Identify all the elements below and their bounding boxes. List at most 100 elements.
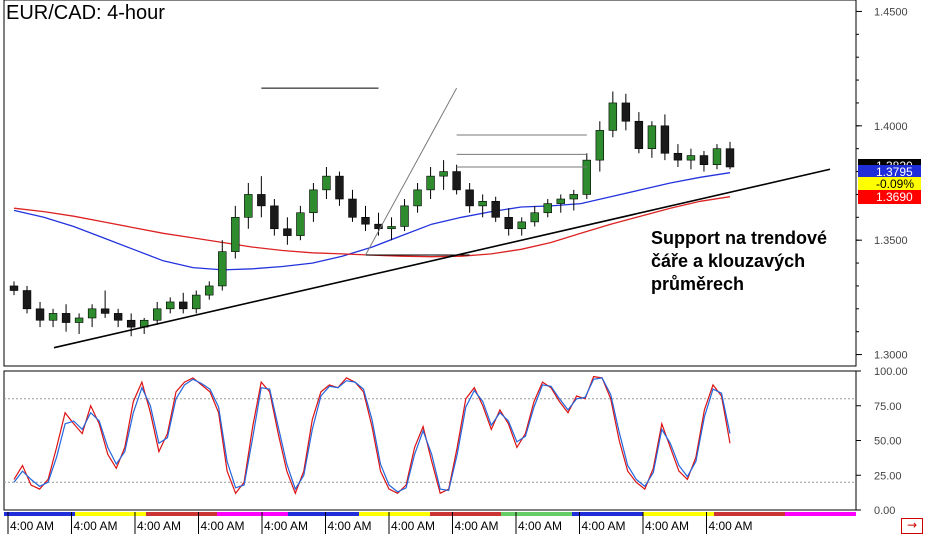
candle-down bbox=[465, 189, 474, 207]
candle-up bbox=[530, 212, 539, 223]
candle-up bbox=[244, 194, 253, 218]
price-label-box bbox=[858, 177, 921, 191]
candle-up bbox=[686, 155, 696, 161]
candle-down bbox=[452, 171, 461, 191]
candle-down bbox=[257, 194, 266, 207]
time-strip-segment bbox=[785, 512, 856, 516]
time-strip-segment bbox=[146, 512, 217, 516]
oscillator-y-tick-label: 100.00 bbox=[874, 366, 908, 378]
time-strip-segment bbox=[217, 512, 288, 516]
price-y-tick-label: 1.3500 bbox=[874, 235, 908, 247]
time-label: 4:00 AM bbox=[455, 519, 499, 533]
candle-down bbox=[35, 308, 45, 321]
oscillator-panel-frame bbox=[3, 370, 857, 511]
stochastic-d-line bbox=[13, 377, 731, 493]
price-label-box bbox=[858, 165, 921, 179]
candle-down bbox=[374, 223, 383, 230]
candle-up bbox=[400, 205, 409, 227]
time-strip-segment bbox=[75, 512, 146, 516]
candle-down bbox=[61, 313, 71, 323]
support-annotation: Support na trendové čáře a klouzavých pr… bbox=[651, 227, 861, 296]
moving-average-blue bbox=[13, 172, 731, 271]
annotation-line-1: Support na trendové bbox=[651, 228, 828, 248]
time-label: 4:00 AM bbox=[137, 519, 181, 533]
stochastic-k-line bbox=[13, 375, 731, 495]
candle-down bbox=[22, 290, 32, 310]
candle-up bbox=[231, 217, 240, 252]
candle-up bbox=[439, 171, 448, 177]
candle-down bbox=[491, 201, 500, 218]
price-label: -0.09% bbox=[876, 177, 914, 191]
time-label: 4:00 AM bbox=[10, 519, 54, 533]
candle-down bbox=[100, 308, 110, 314]
scroll-right-arrow-icon[interactable]: → bbox=[901, 518, 923, 534]
candle-up bbox=[48, 313, 58, 321]
time-label: 4:00 AM bbox=[74, 519, 118, 533]
candle-up bbox=[205, 285, 214, 296]
price-label: 1.3795 bbox=[876, 165, 913, 179]
time-label: 4:00 AM bbox=[201, 519, 245, 533]
candle-up bbox=[608, 102, 618, 131]
candle-up bbox=[166, 301, 175, 310]
price-y-tick-label: 1.3000 bbox=[874, 350, 908, 362]
candle-up bbox=[387, 226, 396, 230]
candle-down bbox=[361, 217, 370, 225]
candle-down bbox=[699, 155, 709, 166]
candle-up bbox=[569, 194, 578, 200]
price-y-tick-label: 1.4000 bbox=[874, 121, 908, 133]
candle-up bbox=[296, 212, 305, 236]
time-strip-segment bbox=[572, 512, 643, 516]
time-label: 4:00 AM bbox=[582, 519, 626, 533]
candle-down bbox=[270, 205, 279, 230]
time-label: 4:00 AM bbox=[645, 519, 689, 533]
candle-up bbox=[712, 148, 722, 166]
price-y-tick-label: 1.4500 bbox=[874, 6, 908, 18]
candle-down bbox=[348, 198, 357, 218]
time-label: 4:00 AM bbox=[264, 519, 308, 533]
price-label: 1.3690 bbox=[876, 190, 913, 204]
time-label: 4:00 AM bbox=[709, 519, 753, 533]
candle-up bbox=[543, 203, 552, 214]
drawn-line bbox=[365, 87, 458, 256]
oscillator-y-tick-label: 25.00 bbox=[874, 470, 902, 482]
support-trendline bbox=[53, 168, 831, 349]
candle-down bbox=[634, 120, 644, 149]
candle-up bbox=[426, 175, 435, 191]
candle-down bbox=[725, 148, 735, 168]
candle-up bbox=[309, 189, 318, 214]
oscillator-y-tick-label: 75.00 bbox=[874, 401, 902, 413]
candle-up bbox=[478, 201, 487, 207]
time-strip-segment bbox=[359, 512, 430, 516]
candle-down bbox=[283, 228, 292, 236]
candle-down bbox=[621, 102, 631, 122]
oscillator-y-tick-label: 0.00 bbox=[874, 505, 895, 517]
time-strip-segment bbox=[288, 512, 359, 516]
time-strip-segment bbox=[4, 512, 75, 516]
time-strip-segment bbox=[643, 512, 714, 516]
candle-down bbox=[113, 313, 123, 321]
candle-down bbox=[179, 301, 188, 310]
candle-up bbox=[556, 198, 565, 204]
candle-up bbox=[218, 251, 227, 287]
time-strip-segment bbox=[501, 512, 572, 516]
candle-up bbox=[152, 308, 162, 321]
candle-up bbox=[192, 294, 201, 310]
candle-down bbox=[673, 152, 683, 161]
time-label: 4:00 AM bbox=[328, 519, 372, 533]
annotation-line-2: čáře a klouzavých bbox=[651, 251, 806, 271]
price-label-box bbox=[858, 190, 921, 204]
time-label: 4:00 AM bbox=[518, 519, 562, 533]
oscillator-y-tick-label: 50.00 bbox=[874, 436, 902, 448]
candle-down bbox=[660, 125, 670, 154]
candle-down bbox=[9, 285, 19, 291]
candle-down bbox=[126, 319, 136, 328]
time-strip-segment bbox=[430, 512, 501, 516]
candle-up bbox=[74, 317, 84, 323]
candle-up bbox=[87, 308, 97, 319]
candle-up bbox=[647, 125, 657, 149]
annotation-line-3: průměrech bbox=[651, 274, 745, 294]
time-label: 4:00 AM bbox=[391, 519, 435, 533]
candle-up bbox=[517, 221, 526, 230]
